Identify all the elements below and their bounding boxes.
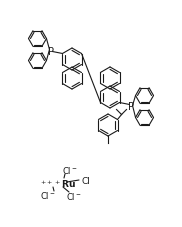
- Text: Cl: Cl: [82, 176, 90, 185]
- Text: Cl$^-$: Cl$^-$: [66, 191, 82, 202]
- Text: $^{+++}$Ru: $^{+++}$Ru: [40, 177, 76, 189]
- Text: P: P: [128, 101, 134, 111]
- Text: Cl$^-$: Cl$^-$: [40, 190, 56, 201]
- Text: Cl$^-$: Cl$^-$: [62, 165, 78, 176]
- Text: P: P: [48, 46, 54, 56]
